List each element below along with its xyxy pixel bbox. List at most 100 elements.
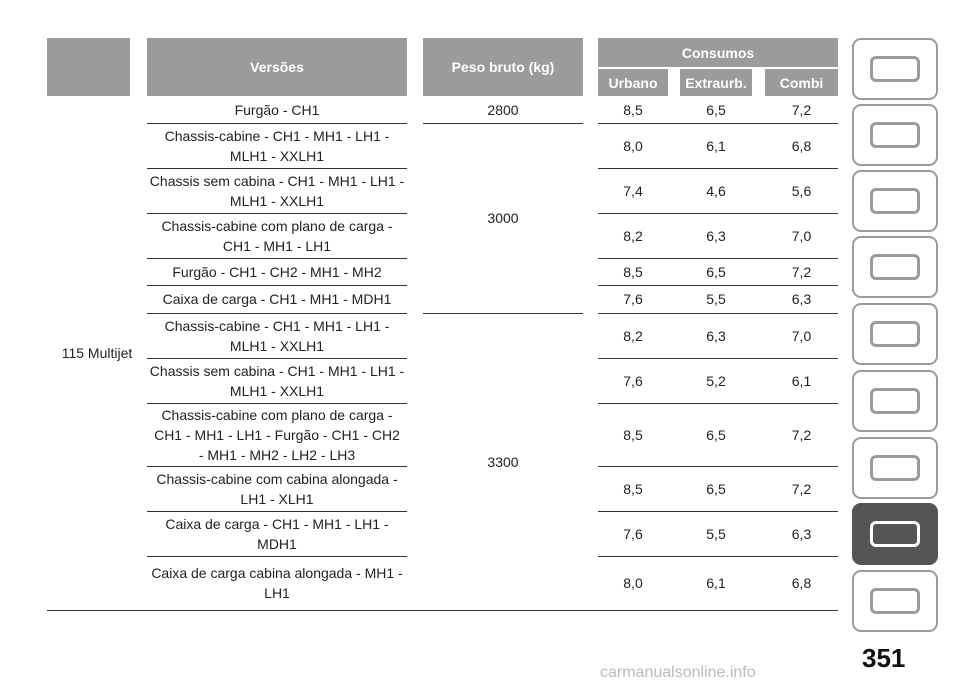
tab-icon	[870, 321, 920, 347]
consumption-value: 6,1	[791, 372, 812, 389]
row-line	[147, 403, 407, 404]
consumption-value: 7,2	[791, 426, 812, 443]
version-line: Caixa de carga - CH1 - MH1 - MDH1	[162, 291, 392, 307]
page-number: 351	[862, 643, 906, 673]
watermark: carmanualsonline.info	[600, 664, 756, 681]
consumption-value: 6,5	[706, 101, 726, 118]
version-line: MLH1 - XXLH1	[229, 147, 325, 164]
version-line: MLH1 - XXLH1	[229, 192, 325, 209]
version-line: CH1 - MH1 - LH1	[222, 237, 332, 254]
version-line: Chassis sem cabina - CH1 - MH1 - LH1 -	[149, 362, 405, 379]
consumption-value: 8,0	[623, 137, 643, 154]
version-line: Chassis sem cabina - CH1 - MH1 - LH1 -	[149, 172, 405, 189]
consumption-value: 6,5	[706, 426, 726, 443]
tab-icon	[870, 188, 920, 214]
header-cell: Versões	[147, 38, 407, 96]
version-line: LH1	[264, 585, 290, 601]
version-cell: Chassis-cabine - CH1 - MH1 - LH1 - MLH1 -…	[147, 123, 407, 168]
row-line	[598, 123, 838, 124]
header-cell: Urbano	[598, 69, 668, 96]
header-cell: Extraurb.	[680, 69, 752, 96]
section-tab	[852, 437, 938, 499]
section-tab	[852, 104, 938, 166]
version-line: Chassis-cabine com cabina alongada -	[156, 470, 398, 487]
row-line	[423, 313, 583, 314]
version-cell: Furgão - CH1	[147, 96, 407, 123]
version-line: Chassis-cabine - CH1 - MH1 - LH1 -	[164, 127, 390, 144]
row-line	[598, 403, 838, 404]
consumption-value: 5,5	[706, 291, 726, 307]
row-line	[147, 313, 407, 314]
version-line: - MH1 - MH2 - LH2 - LH3	[198, 446, 356, 463]
consumption-value: 6,5	[706, 263, 726, 280]
tab-icon	[870, 455, 920, 481]
table-bottom-line	[47, 610, 838, 611]
section-tab	[852, 370, 938, 432]
consumption-value: 6,3	[791, 291, 812, 307]
consumption-value: 6,8	[791, 575, 812, 591]
row-line	[598, 285, 838, 286]
row-line	[598, 168, 838, 169]
version-line: MDH1	[257, 535, 297, 552]
tab-icon	[870, 521, 920, 547]
version-line: LH1 - XLH1	[240, 490, 314, 507]
consumption-value: 7,6	[623, 525, 643, 542]
consumption-value: 6,1	[706, 575, 726, 591]
version-cell: Caixa de carga - CH1 - MH1 - LH1 - MDH1	[147, 511, 407, 556]
version-line: Furgão - CH1	[234, 101, 320, 118]
version-cell: Caixa de carga cabina alongada - MH1 - LH…	[147, 556, 407, 610]
version-line: Caixa de carga - CH1 - MH1 - LH1 -	[165, 515, 389, 532]
consumption-value: 6,8	[791, 137, 812, 154]
section-tab	[852, 303, 938, 365]
version-line: Furgão - CH1 - CH2 - MH1 - MH2	[172, 263, 382, 280]
consumption-value: 8,5	[623, 426, 643, 443]
row-line	[598, 358, 838, 359]
consumption-value: 6,1	[706, 137, 726, 154]
engine-cell: 115 Multijet	[61, 345, 133, 361]
consumption-value: 8,2	[623, 327, 643, 344]
row-line	[147, 358, 407, 359]
consumption-value: 8,5	[623, 101, 643, 118]
consumption-value: 7,4	[623, 182, 643, 199]
section-tab	[852, 503, 938, 565]
consumption-value: 7,2	[791, 101, 812, 118]
consumption-value: 6,3	[706, 327, 726, 344]
header-cell: Peso bruto (kg)	[423, 38, 583, 96]
header-cell: Consumos	[598, 38, 838, 67]
header-cell: Combi	[765, 69, 838, 96]
version-cell: Chassis-cabine com plano de carga - CH1 -…	[147, 213, 407, 258]
version-line: MLH1 - XXLH1	[229, 382, 325, 399]
row-line	[147, 168, 407, 169]
version-cell: Chassis-cabine - CH1 - MH1 - LH1 - MLH1 -…	[147, 313, 407, 358]
consumption-value: 6,5	[706, 480, 726, 497]
version-cell: Chassis-cabine com cabina alongada - LH1 …	[147, 466, 407, 511]
row-line	[598, 258, 838, 259]
row-line	[147, 123, 407, 124]
version-line: Chassis-cabine com plano de carga -	[161, 217, 393, 234]
row-line	[147, 258, 407, 259]
tab-icon	[870, 388, 920, 414]
row-line	[147, 285, 407, 286]
version-cell: Furgão - CH1 - CH2 - MH1 - MH2	[147, 258, 407, 285]
section-tab	[852, 570, 938, 632]
row-line	[598, 313, 838, 314]
consumption-value: 8,5	[623, 480, 643, 497]
consumption-value: 5,2	[706, 372, 726, 389]
version-line: Chassis-cabine - CH1 - MH1 - LH1 -	[164, 317, 390, 334]
section-tab	[852, 236, 938, 298]
version-cell: Chassis-cabine com plano de carga - CH1 -…	[147, 403, 407, 466]
consumption-value: 8,5	[623, 263, 643, 280]
version-line: Chassis-cabine com plano de carga -	[161, 406, 393, 423]
consumption-value: 7,0	[791, 327, 812, 344]
consumption-value: 5,5	[706, 525, 726, 542]
header-cell	[47, 38, 130, 96]
consumption-value: 6,3	[706, 227, 726, 244]
consumption-value: 8,2	[623, 227, 643, 244]
tab-icon	[870, 254, 920, 280]
row-line	[147, 466, 407, 467]
version-line: Caixa de carga cabina alongada - MH1 -	[151, 565, 403, 581]
tab-icon	[870, 588, 920, 614]
row-line	[598, 556, 838, 557]
row-line	[598, 511, 838, 512]
